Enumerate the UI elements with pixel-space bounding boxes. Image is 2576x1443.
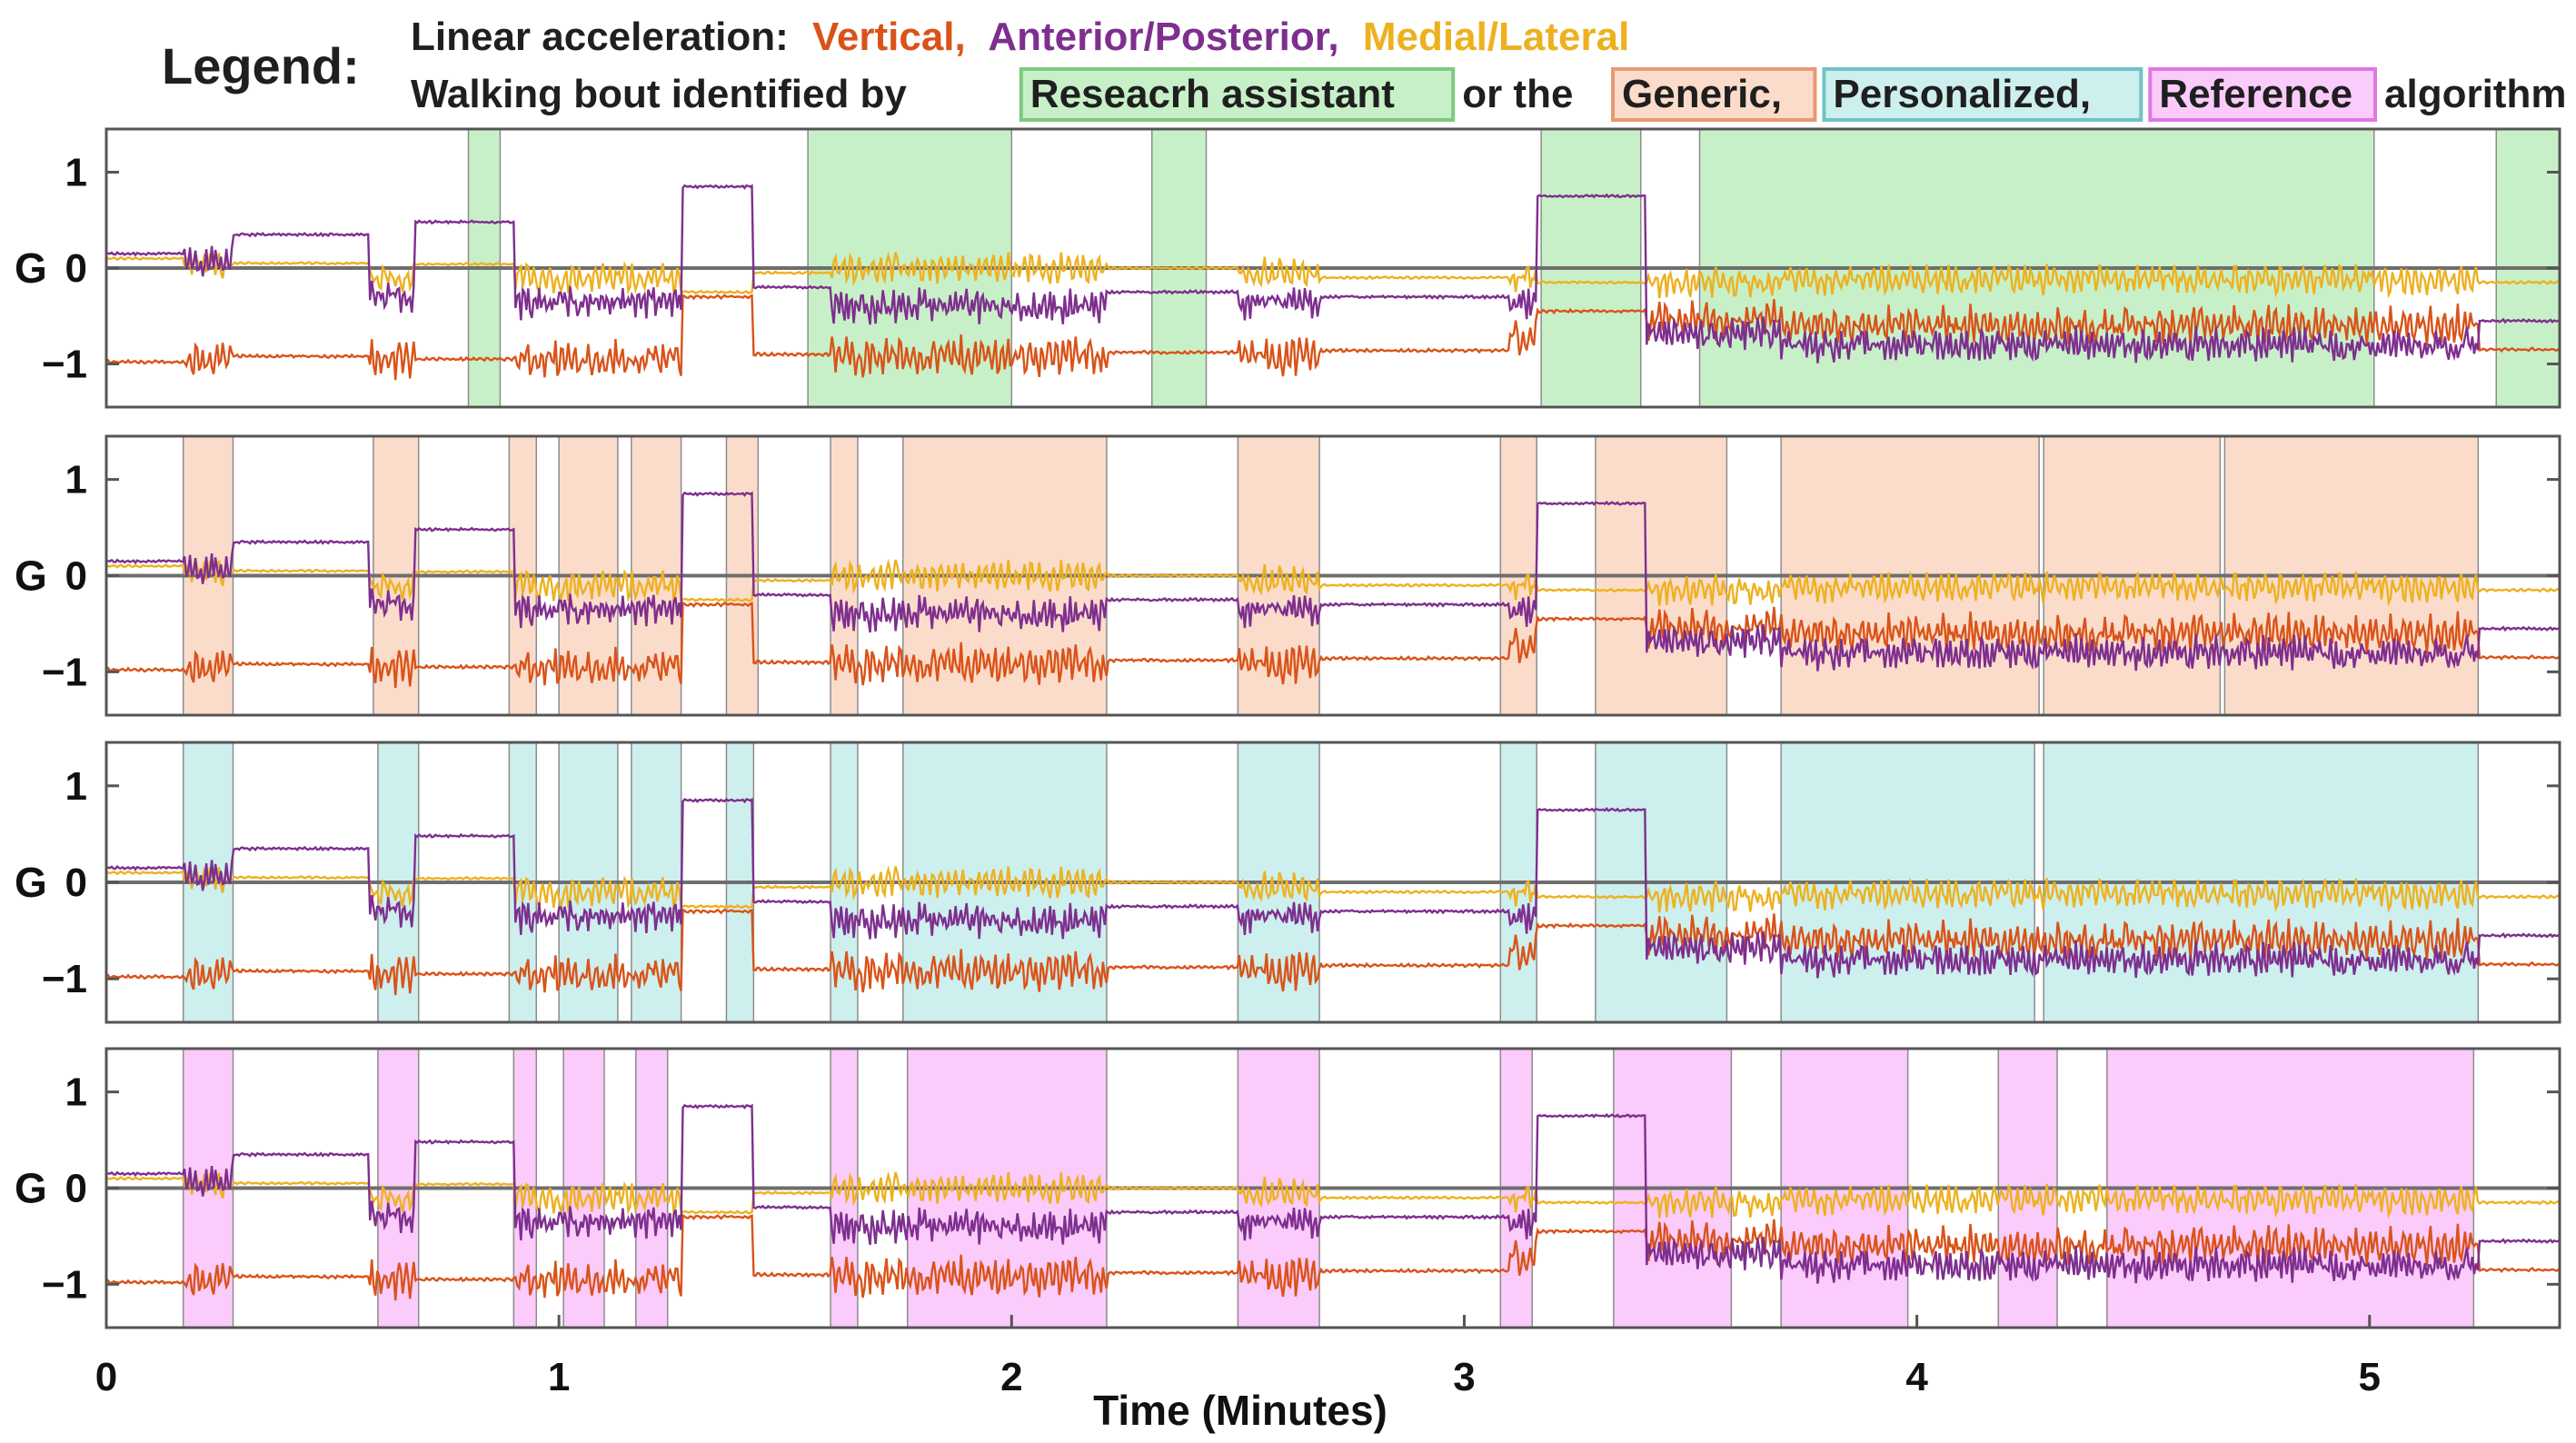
x-axis-label: Time (Minutes)	[1093, 1387, 1387, 1434]
legend-reference: Reference	[2159, 72, 2352, 116]
legend-connector: or the	[1462, 72, 1573, 116]
x-tick-label: 0	[95, 1355, 117, 1399]
series-anterior-posterior	[105, 1103, 2561, 1284]
legend-generic: Generic,	[1622, 72, 1782, 116]
x-tick-label: 1	[548, 1355, 570, 1399]
y-tick-label: 1	[65, 458, 87, 503]
x-tick-label: 4	[1905, 1355, 1928, 1399]
legend-vertical: Vertical,	[812, 15, 966, 59]
legend-accel-prefix: Linear acceleration:	[411, 15, 789, 59]
legend-line-2: Walking bout identified by Reseacrh assis…	[411, 67, 2566, 122]
y-axis-label: G	[15, 1165, 47, 1212]
y-tick-label: −1	[42, 650, 87, 694]
legend-reference-swatch	[2148, 67, 2378, 122]
legend-personalized-swatch	[1822, 67, 2143, 122]
panel-personalized: 1 0 −1 G	[15, 741, 2561, 1024]
legend-title: Legend:	[162, 37, 360, 95]
legend: Legend: Linear acceleration: Vertical, A…	[162, 15, 2566, 122]
x-tick-label: 5	[2359, 1355, 2381, 1399]
series-vertical	[105, 601, 2561, 689]
legend-anterior-posterior: Anterior/Posterior,	[988, 15, 1338, 59]
legend-line-1: Linear acceleration: Vertical, Anterior/…	[411, 15, 1629, 59]
series-vertical	[105, 1213, 2561, 1301]
y-tick-label: −1	[42, 957, 87, 1001]
y-tick-label: 1	[65, 1070, 87, 1115]
panel-generic: 1 0 −1 G	[15, 434, 2561, 717]
legend-medial-lateral: Medial/Lateral	[1363, 15, 1629, 59]
y-tick-label: 1	[65, 764, 87, 809]
y-axis-label: G	[15, 244, 47, 292]
x-tick-label: 3	[1453, 1355, 1475, 1399]
series-anterior-posterior	[105, 491, 2561, 672]
series-vertical	[105, 294, 2561, 381]
series-anterior-posterior	[105, 797, 2561, 979]
y-tick-label: 1	[65, 150, 87, 194]
series-vertical	[105, 908, 2561, 996]
legend-research-assistant: Reseacrh assistant	[1030, 72, 1395, 116]
legend-research-assistant-swatch	[1019, 67, 1456, 122]
legend-personalized: Personalized,	[1833, 72, 2091, 116]
legend-suffix: algorithm	[2384, 72, 2566, 116]
legend-generic-swatch	[1611, 67, 1817, 122]
y-tick-label: −1	[42, 343, 87, 387]
y-tick-label: 0	[65, 246, 87, 291]
panel-research-assistant: 1 0 −1 G	[15, 127, 2561, 409]
y-tick-label: 0	[65, 554, 87, 599]
legend-bout-prefix: Walking bout identified by	[411, 72, 907, 116]
x-tick-label: 2	[1000, 1355, 1022, 1399]
series-anterior-posterior	[105, 184, 2561, 363]
y-axis-label: G	[15, 552, 47, 600]
y-tick-label: 0	[65, 1167, 87, 1211]
y-tick-label: 0	[65, 861, 87, 905]
y-tick-label: −1	[42, 1262, 87, 1307]
y-axis-label: G	[15, 859, 47, 906]
panel-reference: 1 0 −1 G	[15, 1047, 2561, 1329]
